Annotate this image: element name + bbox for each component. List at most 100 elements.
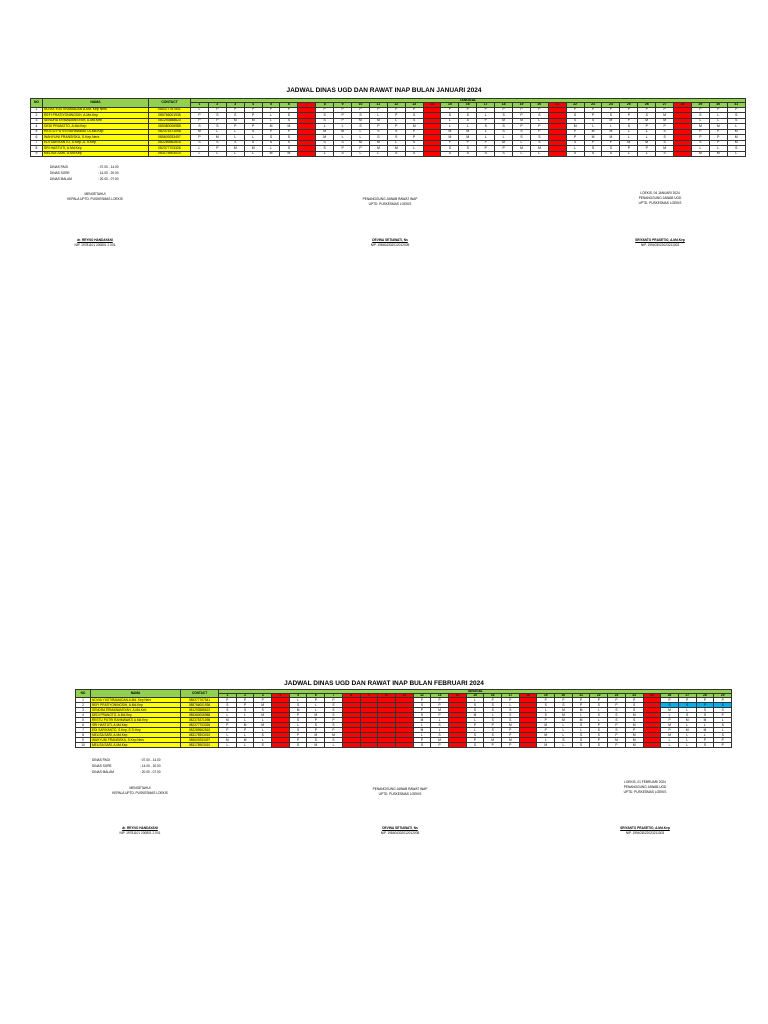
shift-cell: S bbox=[655, 150, 675, 158]
staff-name: MELISA SARI, A.Md.Kep bbox=[90, 742, 181, 749]
february-sig-left: MENGETAHUI KEPALA UPTD. PUSKESMAS LOEKIS… bbox=[75, 786, 205, 836]
shift-cell: L bbox=[637, 150, 657, 158]
sig-right-date: LOEKIS, 04 JANUARI 2024 bbox=[640, 191, 680, 195]
sig-right-nip: NIP. 199403022023211003 bbox=[640, 243, 680, 247]
shift-cell: M bbox=[624, 742, 644, 749]
january-shift-legend: DINAS PAGI : 07.00 - 14.00 DINAS SORE : 14.… bbox=[50, 164, 119, 182]
shift-cell: L bbox=[207, 150, 227, 158]
header-no: NO bbox=[30, 98, 43, 108]
shift-cell: S bbox=[601, 150, 621, 158]
shift-cell: S bbox=[726, 117, 746, 125]
shift-cell: S bbox=[565, 150, 585, 158]
header-tanggal: TANGGAL bbox=[190, 97, 746, 104]
shift-cell bbox=[642, 742, 662, 749]
shift-row: DINAS SORE: 14.00 - 20.00 bbox=[92, 763, 161, 769]
sig-mid-name: DEVINA SETIAWATI, Ns bbox=[382, 826, 418, 830]
staff-name: MELISA SARI, A.Md.Kep bbox=[42, 150, 149, 158]
shift-cell: S bbox=[494, 150, 514, 158]
february-shift-legend: DINAS PAGI : 07.00 - 14.00 DINAS SORE: 14.… bbox=[92, 757, 161, 775]
shift-cell: L bbox=[660, 742, 679, 749]
header-contact: CONTACT bbox=[148, 98, 191, 108]
sig-right-org: UPTD. PUSKESMAS LOEKIS bbox=[623, 790, 667, 794]
shift-label: DINAS MALAM bbox=[50, 177, 72, 181]
table-row: 8 MELISA SARI, A.Md.Kep 083175903010 L L S P M M… bbox=[75, 732, 733, 739]
shift-cell: S bbox=[583, 150, 603, 158]
shift-cell bbox=[271, 742, 290, 749]
sig-left-org: KEPALA UPTD. PUSKESMAS LOEKIS bbox=[67, 197, 123, 201]
shift-cell: L bbox=[351, 150, 370, 158]
sig-right-nip: NIP. 199403022023211003 bbox=[625, 831, 665, 835]
table-row: 7 EDI SARIYANTO, S.Kep.,S.Tr.Kep 082289562… bbox=[30, 139, 746, 147]
shift-label: DINAS PAGI bbox=[92, 758, 111, 762]
shift-cell bbox=[518, 742, 538, 749]
february-sig-right: LOEKIS, 01 FEBRUARI 2024 PENANGGUNG JAWA… bbox=[580, 780, 710, 836]
shift-label: DINAS SORE bbox=[92, 764, 112, 768]
row-number: 9 bbox=[30, 150, 43, 158]
shift-row: DINAS PAGI : 07.00 - 14.00 bbox=[92, 757, 161, 763]
sig-left-title: MENGETAHUI bbox=[84, 192, 106, 196]
shift-cell: L bbox=[218, 742, 237, 749]
shift-cell: L bbox=[225, 150, 245, 158]
shift-cell: S bbox=[333, 150, 353, 158]
shift-cell: M bbox=[279, 150, 299, 158]
shift-cell: S bbox=[695, 742, 715, 749]
shift-cell bbox=[297, 150, 317, 158]
shift-time: : 20.00 - 07.00 bbox=[98, 177, 119, 181]
shift-time: : 07.00 - 14.00 bbox=[140, 758, 161, 762]
shift-cell: S bbox=[386, 150, 406, 158]
day-header: 31 bbox=[726, 102, 746, 108]
sig-left-title: MENGETAHUI bbox=[129, 786, 151, 790]
shift-cell: L bbox=[190, 150, 209, 158]
table-row: 5 RESTU PUTRI RAHMAWATI A.Md.Kep 082375371… bbox=[30, 128, 746, 136]
february-schedule-table: NO NAMA CONTACT TANGGAL 1 2 3 4 5 6 7 8 9 10 11 12 13 14 1… bbox=[75, 688, 733, 749]
sig-mid-nip: NIP. 198404302012012005 bbox=[370, 243, 410, 247]
shift-label: DINAS SORE bbox=[50, 171, 70, 175]
row-number: 10 bbox=[75, 742, 91, 749]
shift-cell: P bbox=[726, 106, 746, 114]
table-row: 1 NOVIA YUSTIRAMADAN A.Md. Kep Ners 085377… bbox=[30, 106, 746, 114]
sig-mid-title: PENANGGUNG JAWAB RAWAT INAP bbox=[362, 197, 418, 201]
sig-right-title: PENANGGUNG JAWAB UGD bbox=[638, 196, 682, 200]
january-sig-right: LOEKIS, 04 JANUARI 2024 PENANGGUNG JAWAB… bbox=[595, 191, 725, 248]
table-row: 10 MELISA SARI, A.Md.Kep 083175903010 L L S S M… bbox=[75, 742, 733, 749]
shift-cell: L bbox=[235, 742, 255, 749]
shift-cell: S bbox=[465, 742, 485, 749]
shift-time: : 14.00 - 20.00 bbox=[98, 171, 119, 175]
shift-time: : 07.00 - 14.00 bbox=[98, 165, 119, 169]
shift-cell: L bbox=[677, 742, 697, 749]
table-row: 2 REFI PRATIYONINGSIH, A.Md.Kep 0857660019… bbox=[75, 702, 733, 709]
shift-cell: S bbox=[412, 742, 432, 749]
sig-right-name: SRIYANTO PRASETIO, A.Md.Kep bbox=[620, 826, 670, 830]
sig-right-name: SRIYANTO PRASETIO, A.Md.Kep bbox=[635, 238, 685, 242]
shift-cell: L bbox=[324, 742, 343, 749]
sig-mid-title: PENANGGUNG JAWAB RAWAT INAP bbox=[372, 787, 428, 791]
shift-cell: P bbox=[501, 742, 520, 749]
table-row: 3 SENDRA ERMAWANSYAH, A.Md.Keb 08129358862… bbox=[30, 117, 746, 125]
header-name: NAMA bbox=[42, 98, 149, 108]
shift-cell: P bbox=[430, 742, 449, 749]
sig-left-nip: NIP. 19781101 200801 2 001 bbox=[119, 831, 161, 835]
shift-cell: L bbox=[529, 150, 549, 158]
sig-right-title: PENANGGUNG JAWAB UGD bbox=[623, 785, 667, 789]
table-row: 2 REFI PRATIYONINGSIH, A.Md.Kep 0857660019… bbox=[30, 112, 746, 119]
staff-contact: 081293588623 bbox=[148, 117, 191, 125]
shift-label: DINAS MALAM bbox=[92, 770, 114, 774]
shift-cell: M bbox=[261, 150, 281, 158]
staff-contact: 083175903010 bbox=[180, 742, 219, 749]
sig-mid-org: UPTD. PUSKESMAS LOEKIS bbox=[378, 792, 422, 796]
shift-cell: L bbox=[368, 150, 388, 158]
shift-cell: L bbox=[243, 150, 263, 158]
header-contact: CONTACT bbox=[180, 688, 219, 699]
sig-left-org: KEPALA UPTD. PUSKESMAS LOEKIS bbox=[112, 791, 168, 795]
sig-right-org: UPTD. PUSKESMAS LOEKIS bbox=[638, 201, 682, 205]
shift-cell: L bbox=[726, 150, 746, 158]
shift-cell: M bbox=[536, 742, 556, 749]
staff-contact: 085766001936 bbox=[148, 112, 191, 119]
shift-label: DINAS PAGI bbox=[50, 165, 69, 169]
shift-row: DINAS MALAM : 20.00 - 07.00 bbox=[50, 176, 119, 182]
shift-cell: M bbox=[306, 742, 326, 749]
sig-mid-name: DEVINA SETIAWATI, Ns bbox=[372, 238, 408, 242]
header-tanggal: TANGGAL bbox=[217, 688, 733, 695]
shift-cell: M bbox=[708, 150, 728, 158]
sig-left-nip: NIP. 19781101 200801 2 001 bbox=[74, 243, 116, 247]
